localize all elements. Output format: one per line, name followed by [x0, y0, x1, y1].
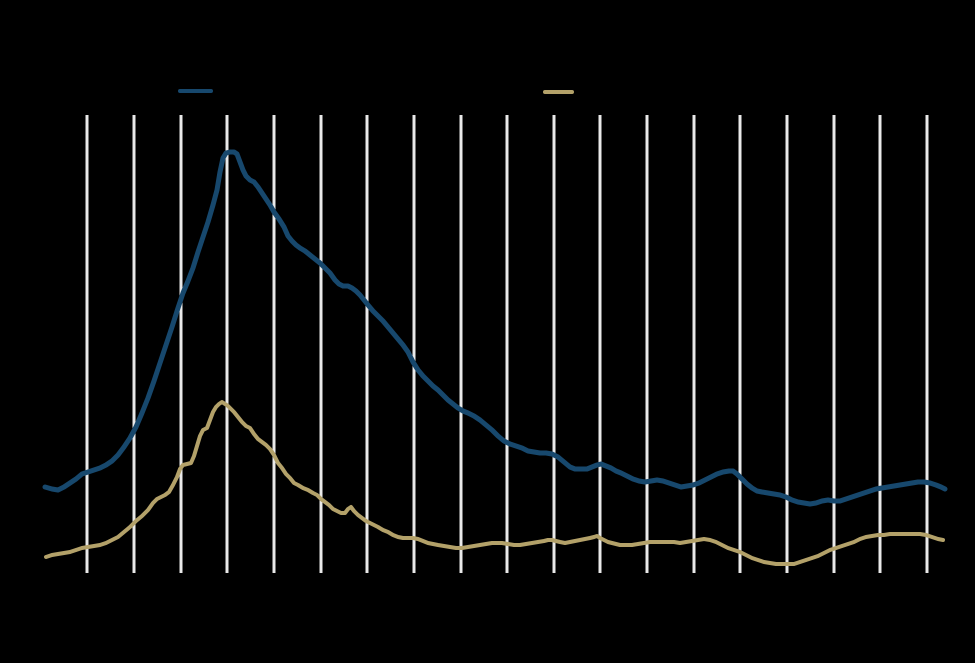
line-series-2-tan [44, 400, 945, 566]
legend-swatch-series-1 [178, 89, 213, 93]
gridlines-group [85, 115, 929, 573]
legend-swatch-series-2 [543, 90, 574, 94]
series-group [42, 149, 948, 566]
line-series-1-navy [42, 149, 948, 507]
